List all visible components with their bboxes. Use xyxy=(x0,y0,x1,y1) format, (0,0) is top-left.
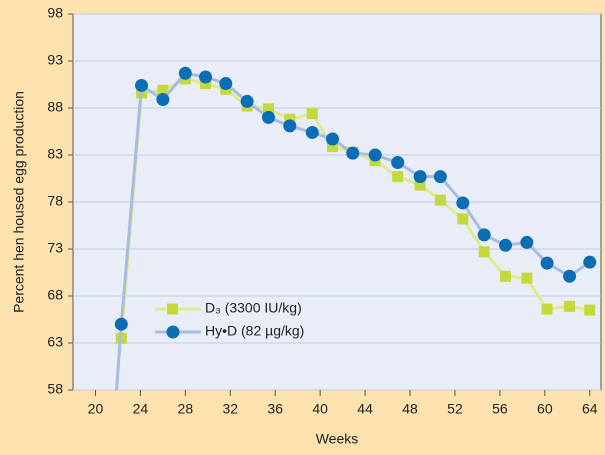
point xyxy=(327,141,339,153)
x-tick-label: 28 xyxy=(178,401,194,417)
point xyxy=(541,303,553,315)
point xyxy=(584,304,596,316)
point xyxy=(540,256,554,270)
x-tick-label: 52 xyxy=(447,401,463,417)
x-tick-label: 20 xyxy=(88,401,104,417)
y-tick-label: 58 xyxy=(47,381,63,397)
point xyxy=(477,228,491,242)
series-layer xyxy=(108,66,597,425)
point xyxy=(261,110,275,124)
x-tick-label: 60 xyxy=(537,401,553,417)
point xyxy=(521,272,533,284)
y-tick-label: 78 xyxy=(47,193,63,209)
x-tick-label: 32 xyxy=(222,401,238,417)
legend-label: D₃ (3300 IU/kg) xyxy=(205,300,302,316)
point xyxy=(199,70,213,84)
point xyxy=(283,119,297,133)
point xyxy=(306,108,318,120)
point xyxy=(240,94,254,108)
point xyxy=(368,148,382,162)
legend-marker xyxy=(167,303,178,315)
point xyxy=(200,78,212,90)
point xyxy=(564,300,576,312)
point xyxy=(563,269,577,283)
y-tick-label: 93 xyxy=(47,52,63,68)
point xyxy=(583,255,597,269)
legend-label: Hy•D (82 µg/kg) xyxy=(205,323,304,339)
point xyxy=(434,194,446,206)
point xyxy=(457,213,469,225)
point xyxy=(114,317,128,331)
point xyxy=(413,170,427,184)
y-axis-label: Percent hen housed egg production xyxy=(11,91,27,313)
y-tick-label: 88 xyxy=(47,99,63,115)
y-tick-label: 68 xyxy=(47,287,63,303)
point xyxy=(178,66,192,80)
point xyxy=(478,246,490,258)
point xyxy=(108,412,121,425)
x-tick-label: 40 xyxy=(312,401,328,417)
point xyxy=(326,132,340,146)
x-tick-label: 64 xyxy=(582,401,598,417)
point xyxy=(156,93,170,107)
y-tick-label: 98 xyxy=(47,5,63,21)
x-tick-label: 36 xyxy=(267,401,283,417)
x-tick-label: 44 xyxy=(357,401,373,417)
point xyxy=(500,270,512,282)
point xyxy=(262,103,274,115)
point xyxy=(433,170,447,184)
point xyxy=(305,125,319,139)
point xyxy=(414,179,426,191)
point xyxy=(456,196,470,210)
point xyxy=(346,146,360,160)
point xyxy=(219,77,233,91)
y-tick-label: 63 xyxy=(47,334,63,350)
x-tick-label: 24 xyxy=(133,401,149,417)
point xyxy=(520,235,534,249)
point xyxy=(499,238,513,252)
grid xyxy=(73,13,601,391)
y-tick-label: 83 xyxy=(47,146,63,162)
point xyxy=(135,78,149,92)
legend-marker xyxy=(166,325,180,339)
point xyxy=(392,171,404,183)
x-tick-label: 48 xyxy=(402,401,418,417)
point xyxy=(157,84,169,96)
point xyxy=(391,156,405,170)
point xyxy=(284,113,296,125)
y-tick-label: 73 xyxy=(47,240,63,256)
x-tick-label: 56 xyxy=(492,401,508,417)
x-axis-label: Weeks xyxy=(316,431,359,447)
